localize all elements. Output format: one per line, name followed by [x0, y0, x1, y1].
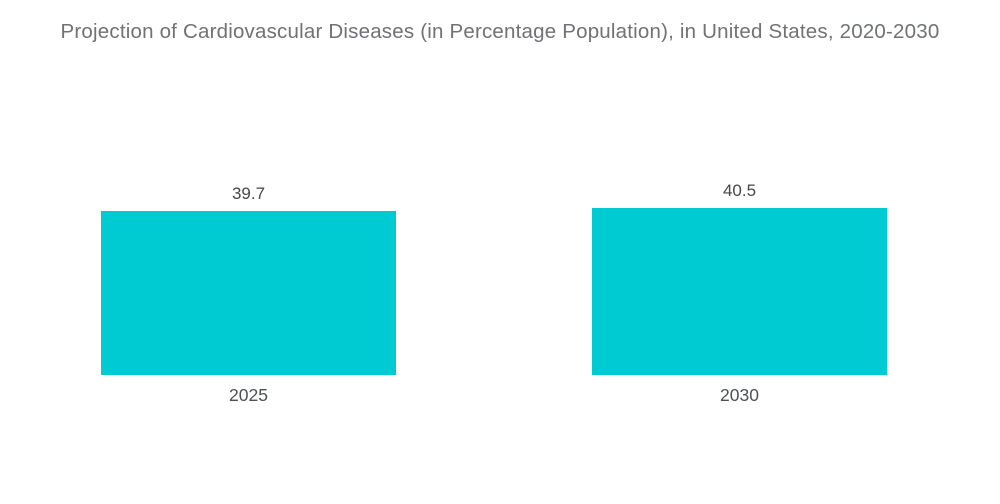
x-tick-label-2030: 2030 — [720, 385, 759, 405]
bar-value-label-2030: 40.5 — [722, 181, 757, 200]
bar-2030 — [592, 208, 887, 375]
bar-group-2030: 40.5 — [592, 181, 887, 375]
bar-group-2025: 39.7 — [101, 184, 396, 375]
x-tick-label-2025: 2025 — [229, 385, 268, 405]
bar-2025 — [101, 211, 396, 375]
chart-title: Projection of Cardiovascular Diseases (i… — [60, 20, 940, 43]
bar-value-label-2025: 39.7 — [231, 184, 266, 203]
